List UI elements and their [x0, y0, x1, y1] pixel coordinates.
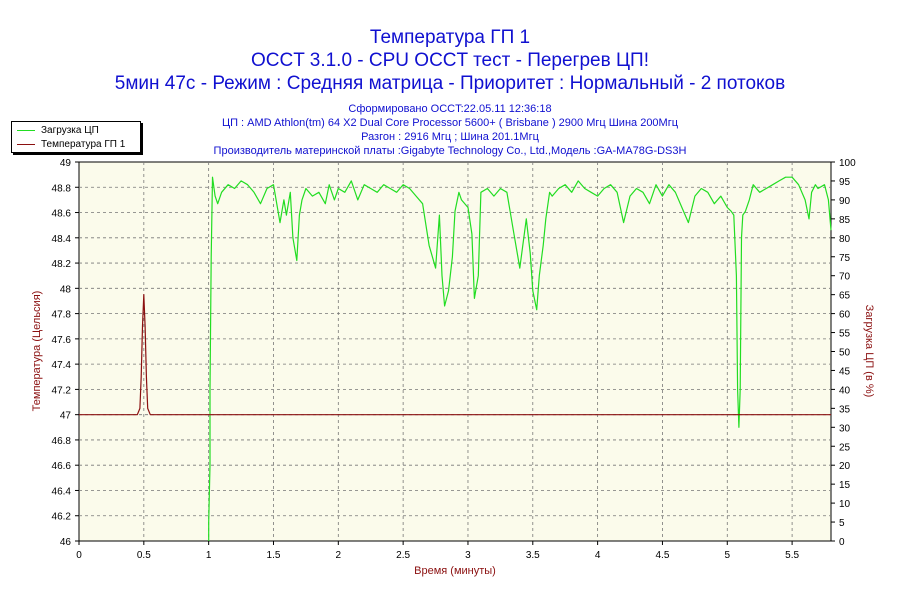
x-tick-label: 2 — [336, 550, 342, 561]
cpu-load-line — [208, 176, 832, 541]
axes: 0 0.5 1 1.5 2 2.5 3 3.5 4 4.5 5 5.5 46 46.2 46.4 46.6 46… — [52, 158, 857, 561]
x-axis-title: Время (минуты) — [414, 565, 496, 577]
x-tick-label: 1.5 — [267, 550, 281, 561]
y-right-tick-label: 50 — [839, 348, 851, 359]
y-right-tick-label: 85 — [839, 215, 851, 226]
chart-title: Температура ГП 1 — [369, 27, 531, 48]
x-tick-label: 1 — [206, 550, 212, 561]
y-right-tick-label: 90 — [839, 196, 851, 207]
y-left-tick-label: 48.2 — [52, 259, 72, 270]
y-left-tick-label: 48.4 — [52, 234, 72, 245]
x-tick-label: 4 — [595, 550, 601, 561]
y-right-tick-label: 55 — [839, 329, 851, 340]
legend: Загрузка ЦП Температура ГП 1 — [11, 121, 141, 153]
chart-run-info: 5мин 47с - Режим : Средняя матрица - При… — [114, 73, 786, 94]
y-axis-left-title: Температура (Цельсия) — [31, 291, 43, 412]
y-left-tick-label: 46.6 — [52, 461, 72, 472]
x-tick-label: 2.5 — [396, 550, 410, 561]
y-right-tick-label: 35 — [839, 404, 851, 415]
chart-subtitle: OCCT 3.1.0 - CPU OCCT тест - Перегрев ЦП… — [251, 50, 649, 71]
x-tick-label: 5 — [724, 550, 730, 561]
y-right-tick-label: 15 — [839, 480, 851, 491]
gpu-temp-line — [79, 294, 831, 416]
y-left-tick-label: 47.8 — [52, 310, 72, 321]
x-tick-label: 0 — [76, 550, 82, 561]
y-right-tick-label: 45 — [839, 366, 851, 377]
x-tick-label: 3 — [465, 550, 471, 561]
y-right-tick-label: 60 — [839, 310, 851, 321]
y-left-tick-label: 46.8 — [52, 436, 72, 447]
y-left-tick-label: 46 — [60, 537, 72, 548]
y-left-tick-label: 48.6 — [52, 209, 72, 220]
y-right-tick-label: 70 — [839, 272, 851, 283]
y-right-tick-label: 75 — [839, 253, 851, 264]
legend-item-cpu-load: Загрузка ЦП — [17, 124, 99, 136]
plot-area — [78, 161, 832, 542]
y-left-tick-label: 49 — [60, 158, 72, 169]
legend-item-gpu-temp: Температура ГП 1 — [17, 138, 125, 150]
legend-swatch-gpu-temp — [17, 143, 35, 145]
x-tick-label: 3.5 — [526, 550, 540, 561]
y-axis-right-title: Загрузка ЦП (в %) — [863, 305, 875, 398]
cpu-info: ЦП : AMD Athlon(tm) 64 X2 Dual Core Proc… — [221, 117, 679, 129]
y-right-tick-label: 25 — [839, 442, 851, 453]
legend-swatch-cpu-load — [17, 129, 35, 131]
y-right-tick-label: 10 — [839, 499, 851, 510]
legend-label-cpu-load: Загрузка ЦП — [41, 124, 99, 136]
y-left-tick-label: 47.6 — [52, 335, 72, 346]
y-left-tick-label: 47.2 — [52, 385, 72, 396]
y-right-tick-label: 40 — [839, 385, 851, 396]
y-right-tick-label: 30 — [839, 423, 851, 434]
generated-info: Сформировано OCCT:22.05.11 12:36:18 — [348, 103, 552, 115]
y-left-tick-label: 47 — [60, 411, 72, 422]
y-left-tick-label: 46.2 — [52, 512, 72, 523]
y-right-tick-label: 65 — [839, 291, 851, 302]
y-right-tick-label: 95 — [839, 177, 851, 188]
y-right-tick-label: 0 — [839, 537, 845, 548]
y-right-tick-label: 100 — [839, 158, 856, 169]
legend-label-gpu-temp: Температура ГП 1 — [41, 138, 126, 150]
y-left-tick-label: 47.4 — [52, 360, 72, 371]
overclock-info: Разгон : 2916 Мгц ; Шина 201.1Мгц — [361, 131, 539, 143]
series-layer — [79, 176, 832, 541]
x-tick-label: 5.5 — [785, 550, 799, 561]
y-left-tick-label: 48 — [60, 284, 72, 295]
motherboard-info: Производитель материнской платы :Gigabyt… — [213, 145, 687, 157]
y-left-tick-label: 46.4 — [52, 486, 72, 497]
x-tick-label: 4.5 — [655, 550, 669, 561]
y-right-tick-label: 5 — [839, 518, 845, 529]
x-tick-label: 0.5 — [137, 550, 151, 561]
y-right-tick-label: 80 — [839, 234, 851, 245]
y-right-tick-label: 20 — [839, 461, 851, 472]
y-left-tick-label: 48.8 — [52, 183, 72, 194]
